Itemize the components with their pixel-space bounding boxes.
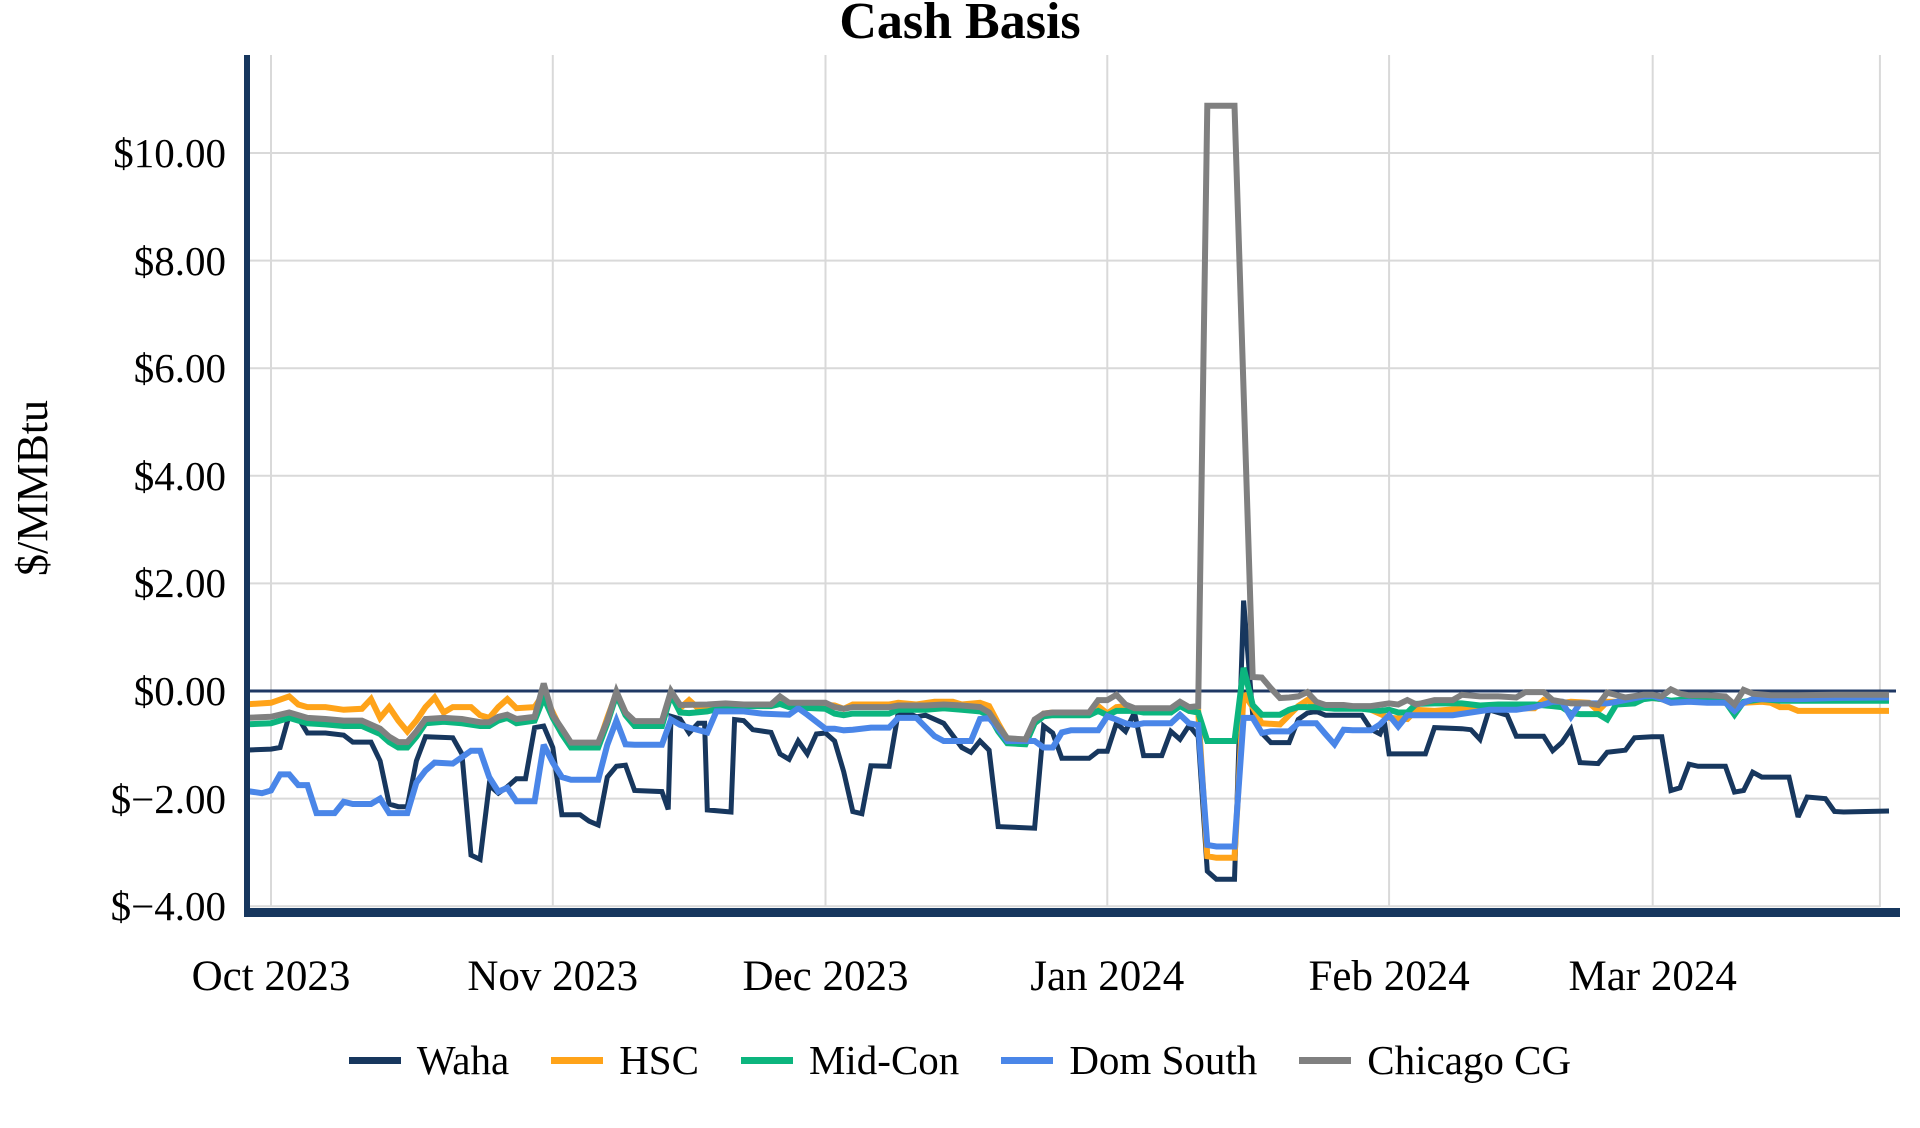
y-tick-label: $−4.00 [110,883,226,930]
axis-lines [244,55,1900,917]
legend-label: Waha [416,1037,510,1083]
legend-label: Mid-Con [808,1037,960,1083]
x-tick-label: Oct 2023 [191,953,351,1000]
mid-con-line-swatch [740,1056,793,1064]
legend: Waha HSC Mid-Con Dom South Chicago CG [0,1038,1920,1082]
legend-item-dom-south: Dom South [1001,1038,1257,1082]
x-tick-label: Dec 2023 [742,953,909,1000]
y-tick-label: $0.00 [133,668,226,714]
gridlines [250,55,1881,908]
y-tick-label: $−2.00 [110,775,226,822]
legend-item-waha: Waha [348,1037,510,1083]
legend-label: HSC [619,1037,699,1083]
chicago-cg-line-swatch [1299,1056,1352,1064]
legend-item-hsc: HSC [551,1038,699,1082]
legend-item-mid-con: Mid-Con [740,1037,960,1083]
plot-area [244,55,1900,917]
y-tick-label: $2.00 [133,560,226,607]
hsc-line-swatch [551,1056,604,1064]
y-tick-label: $6.00 [133,345,226,392]
series-line-waha [244,600,1890,882]
y-tick-label: $4.00 [133,452,226,499]
legend-label: Chicago CG [1367,1037,1572,1083]
legend-item-chicago-cg: Chicago CG [1299,1038,1571,1082]
legend-label: Dom South [1069,1037,1258,1083]
chart-title: Cash Basis [839,0,1081,50]
x-tick-label: Mar 2024 [1568,953,1737,1000]
series-line-chicago-cg [244,102,1889,746]
dom-south-line-swatch [1001,1056,1054,1064]
x-tick-label: Jan 2024 [1030,953,1185,1000]
x-tick-label: Feb 2024 [1308,953,1470,1000]
x-tick-label: Nov 2023 [467,953,639,1000]
data-series-lines [244,102,1890,882]
waha-line-swatch [348,1056,401,1064]
y-tick-label: $10.00 [113,130,226,176]
y-tick-label: $8.00 [133,237,226,284]
